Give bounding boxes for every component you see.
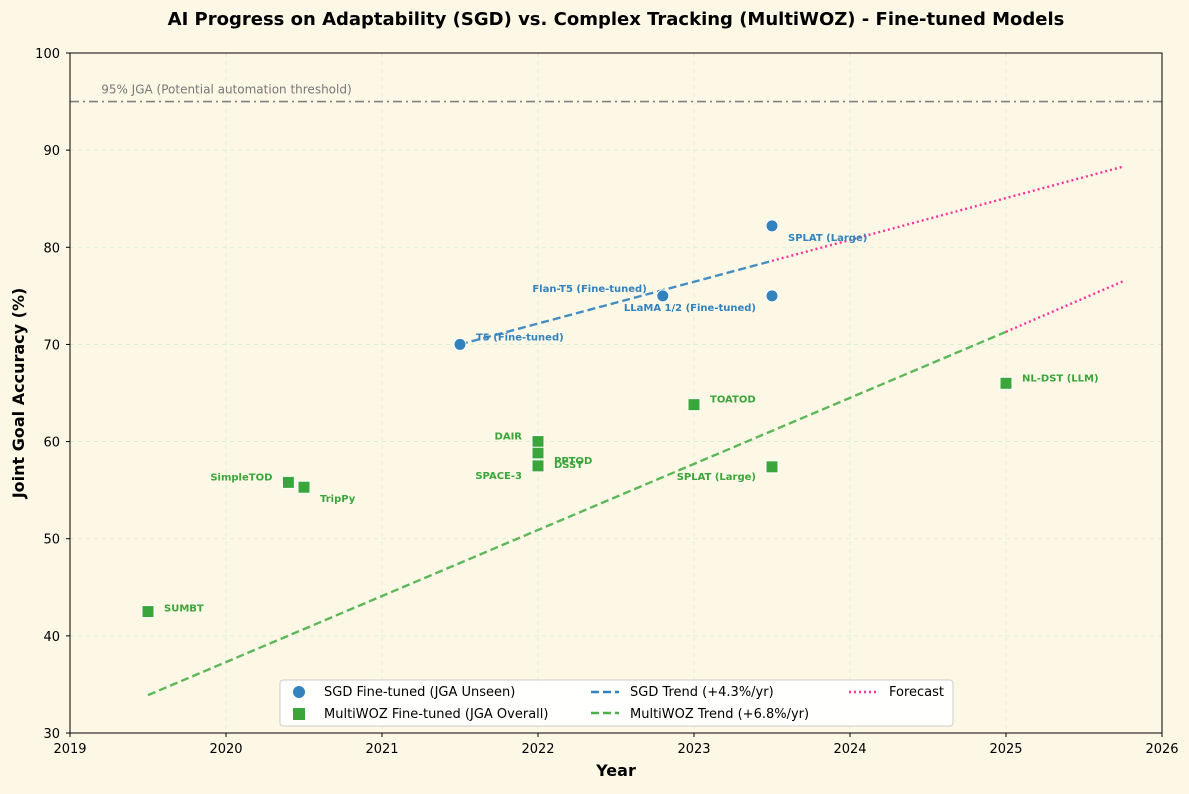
sgd-point <box>765 219 779 233</box>
chart-title: AI Progress on Adaptability (SGD) vs. Co… <box>168 9 1065 30</box>
legend-box <box>279 679 954 727</box>
forecast-line <box>771 165 1124 263</box>
point-label: DAIR <box>495 432 523 443</box>
x-axis-label: Year <box>595 761 636 780</box>
y-tick-label: 30 <box>43 727 60 742</box>
y-tick-label: 80 <box>43 241 60 256</box>
multiwoz-point <box>531 446 545 460</box>
forecast-line <box>1005 280 1124 333</box>
legend-label: SGD Fine-tuned (JGA Unseen) <box>324 685 515 700</box>
y-tick-label: 100 <box>35 47 60 62</box>
point-label: SPLAT (Large) <box>677 472 756 483</box>
legend-multiwoz-marker <box>293 708 305 720</box>
y-tick-label: 40 <box>43 630 60 645</box>
legend-sgd-marker <box>293 686 305 698</box>
x-tick-label: 2021 <box>365 742 398 757</box>
x-tick-label: 2025 <box>989 742 1022 757</box>
axes: 2019 2020 2021 2022 2023 2024 2025 2026 30 40 50 60… <box>35 47 1178 757</box>
multiwoz-point <box>531 459 545 473</box>
data-points <box>141 219 1013 619</box>
y-axis-label: Joint Goal Accuracy (%) <box>9 288 28 500</box>
legend-label: MultiWOZ Trend (+6.8%/yr) <box>630 707 809 722</box>
multiwoz-point <box>141 605 155 619</box>
point-label: SUMBT <box>164 604 204 615</box>
point-label: LLaMA 1/2 (Fine-tuned) <box>624 303 756 314</box>
legend: SGD Fine-tuned (JGA Unseen) MultiWOZ Fine… <box>279 679 954 727</box>
x-tick-label: 2019 <box>53 742 86 757</box>
x-tick-label: 2022 <box>521 742 554 757</box>
multiwoz-point <box>687 398 701 412</box>
legend-label: MultiWOZ Fine-tuned (JGA Overall) <box>324 707 548 722</box>
trend-line <box>459 259 773 346</box>
y-tick-label: 90 <box>43 144 60 159</box>
point-label: SPLAT (Large) <box>788 233 867 244</box>
multiwoz-point <box>765 460 779 474</box>
sgd-point <box>453 337 467 351</box>
point-labels: T5 (Fine-tuned) Flan-T5 (Fine-tuned) SPLAT… <box>164 233 1099 615</box>
legend-label: Forecast <box>889 685 944 700</box>
point-label: Flan-T5 (Fine-tuned) <box>532 284 646 295</box>
point-label: SPACE-3 <box>475 471 522 482</box>
legend-label: SGD Trend (+4.3%/yr) <box>630 685 774 700</box>
x-tick-label: 2023 <box>677 742 710 757</box>
trend-lines <box>147 165 1124 697</box>
sgd-point <box>765 289 779 303</box>
point-label: PPTOD <box>554 456 592 467</box>
multiwoz-point <box>999 376 1013 390</box>
x-tick-label: 2026 <box>1145 742 1178 757</box>
point-label: NL-DST (LLM) <box>1022 373 1099 384</box>
y-tick-label: 50 <box>43 533 60 548</box>
threshold-label: 95% JGA (Potential automation threshold) <box>101 83 351 97</box>
multiwoz-point <box>281 475 295 489</box>
plot-frame <box>69 52 1163 734</box>
multiwoz-point <box>297 480 311 494</box>
point-label: DSST <box>554 460 583 471</box>
x-tick-label: 2024 <box>833 742 866 757</box>
multiwoz-point <box>531 435 545 449</box>
point-label: T5 (Fine-tuned) <box>476 332 564 343</box>
y-tick-label: 60 <box>43 436 60 451</box>
point-label: TOATOD <box>710 395 756 406</box>
x-tick-label: 2020 <box>209 742 242 757</box>
point-label: TripPy <box>320 494 356 505</box>
y-tick-label: 70 <box>43 338 60 353</box>
sgd-point <box>656 289 670 303</box>
threshold-layer: 95% JGA (Potential automation threshold) <box>70 83 1162 103</box>
point-label: SimpleTOD <box>210 472 272 483</box>
